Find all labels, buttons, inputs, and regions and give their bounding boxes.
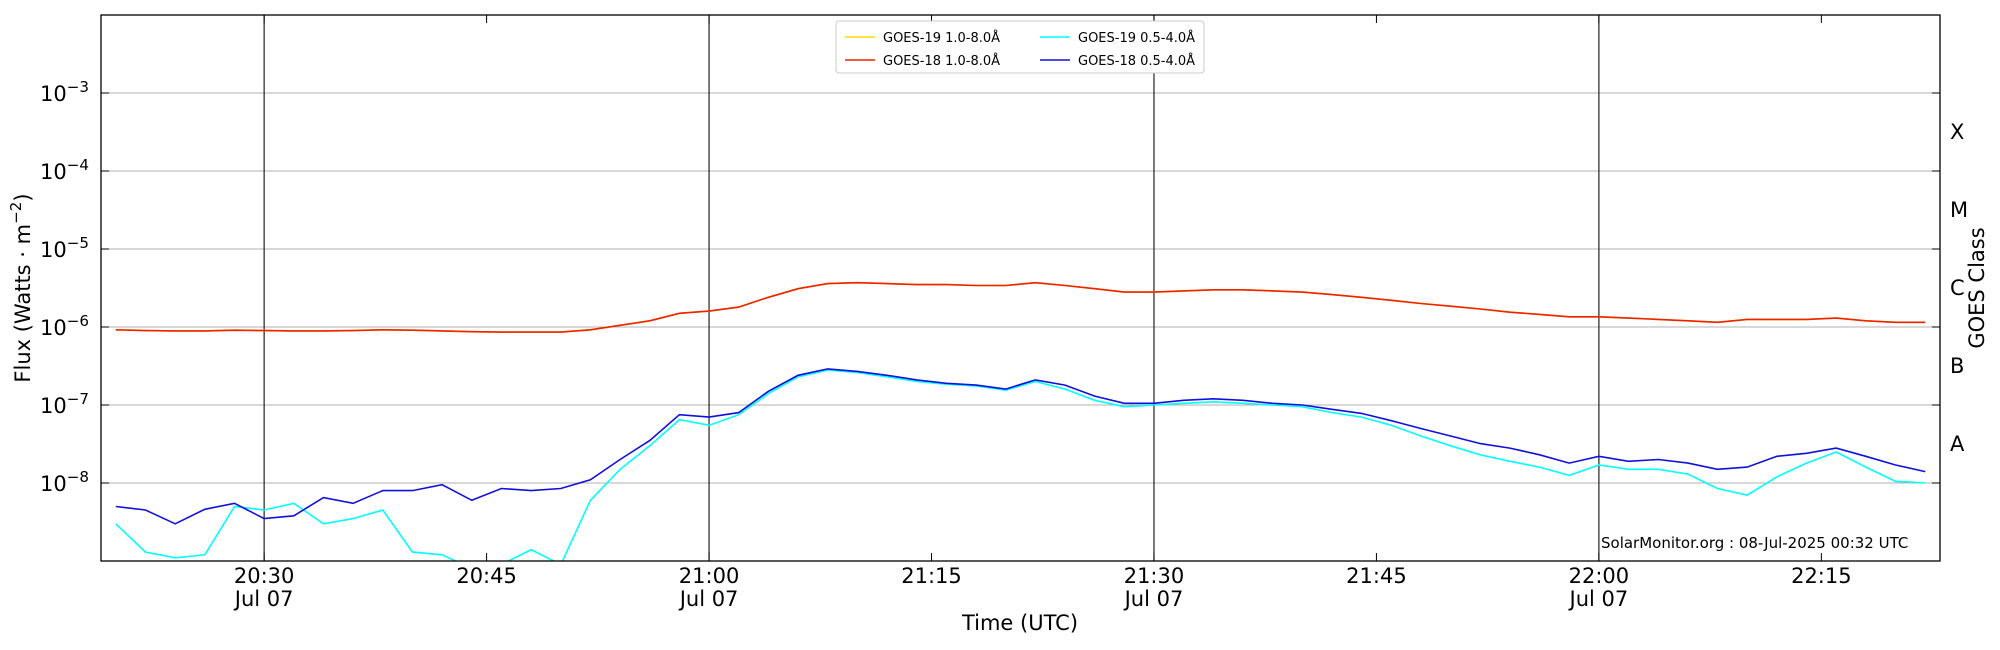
series-line: [115, 281, 1926, 333]
plot-frame: [100, 14, 1941, 562]
x-tick-date: Jul 07: [1568, 587, 1629, 611]
annotation: SolarMonitor.org : 08-Jul-2025 00:32 UTC: [1601, 534, 1908, 552]
y-axis-label: Flux (Watts · m−2): [7, 193, 35, 382]
series-line: [115, 368, 1926, 525]
y2-tick-label: C: [1950, 276, 1965, 300]
x-tick-label: 21:00: [679, 564, 740, 588]
x-tick-label: 20:45: [456, 564, 517, 588]
y2-axis-label: GOES Class: [1965, 227, 1989, 348]
legend-label: GOES-19 1.0-8.0Å: [883, 30, 1000, 46]
x-tick-label: 21:30: [1124, 564, 1185, 588]
x-tick-label: 21:15: [901, 564, 962, 588]
plot-lines: [115, 281, 1926, 561]
x-tick-date: Jul 07: [1123, 587, 1184, 611]
y2-tick-label: A: [1950, 432, 1965, 456]
legend-box: [835, 20, 1205, 74]
legend-label: GOES-18 0.5-4.0Å: [1078, 53, 1195, 69]
x-tick-date: Jul 07: [678, 587, 739, 611]
x-tick-label: 22:15: [1791, 564, 1852, 588]
x-tick-label: 20:30: [234, 564, 295, 588]
grid: [101, 15, 1940, 561]
x-tick-label: 21:45: [1346, 564, 1407, 588]
legend: GOES-19 1.0-8.0Å GOES-18 1.0-8.0Å GOES-19 …: [835, 20, 1205, 74]
x-axis-label: Time (UTC): [961, 611, 1078, 635]
legend-label: GOES-18 1.0-8.0Å: [883, 53, 1000, 69]
legend-label: GOES-19 0.5-4.0Å: [1078, 30, 1195, 46]
x-tick-date: Jul 07: [233, 587, 294, 611]
y2-tick-label: X: [1950, 120, 1964, 144]
y2-tick-label: B: [1950, 354, 1964, 378]
y2-tick-label: M: [1950, 198, 1968, 222]
series-line: [115, 369, 1926, 561]
x-tick-label: 22:00: [1569, 564, 1630, 588]
